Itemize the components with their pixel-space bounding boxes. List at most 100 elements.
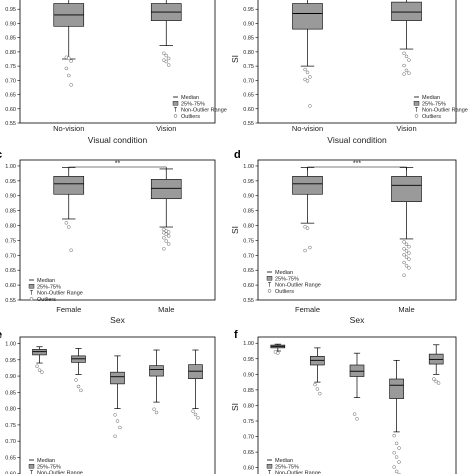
outlier-point [166, 234, 171, 238]
outlier-point [64, 221, 69, 225]
y-tick-label: 0.95 [5, 7, 16, 13]
legend-iqr-swatch [266, 276, 273, 281]
y-tick-label: 0.95 [5, 358, 16, 364]
x-category-label: Female [295, 305, 320, 314]
y-tick-label: 0.65 [5, 93, 16, 99]
outlier-point [308, 245, 312, 250]
iqr-box [349, 364, 365, 377]
y-tick-label: 0.70 [5, 253, 16, 259]
legend-label-outliers: Outliers [422, 114, 441, 120]
outlier-point [434, 379, 438, 384]
outlier-point [404, 255, 409, 259]
outlier-point [69, 248, 73, 253]
outlier-point [69, 83, 73, 87]
panel-f: 0.60 0.65 0.70 0.75 0.80 0.85 0.90 0.95 1.00 SI f M… [230, 329, 457, 474]
y-tick-label: 0.85 [5, 36, 16, 42]
panel-c: 0.55 0.60 0.65 0.70 0.75 0.80 0.85 0.90 0.95 1.00… [0, 149, 216, 325]
box-3 [389, 359, 404, 474]
box-1 [150, 0, 182, 67]
panel-letter: c [0, 149, 2, 161]
iqr-box [391, 1, 422, 21]
x-category-label: Female [56, 305, 81, 314]
y-tick-label: 1.00 [243, 164, 254, 170]
box-2 [349, 352, 365, 421]
outlier-point [392, 433, 396, 438]
legend-label-range: Non-Outlier Range [275, 471, 321, 474]
box-1 [150, 168, 182, 251]
plot-frame [19, 0, 216, 124]
box-0 [270, 343, 286, 355]
outlier-point [164, 53, 168, 58]
box-4 [188, 349, 203, 420]
y-tick-label: 0.95 [243, 7, 254, 13]
legend-label-range: Non-Outlier Range [275, 283, 321, 289]
outlier-point [162, 235, 166, 240]
outlier-point [69, 59, 73, 63]
legend-label-median: Median [37, 458, 55, 464]
box-3 [149, 349, 164, 415]
outlier-point [154, 410, 159, 415]
outlier-point [402, 260, 406, 265]
legend-iqr-swatch [28, 284, 35, 289]
legend-outlier-swatch [414, 114, 419, 118]
legend-label-range: Non-Outlier Range [37, 291, 83, 297]
legend-outlier-swatch [267, 289, 272, 293]
y-tick-label: 0.95 [243, 357, 254, 363]
x-category-label: Vision [396, 124, 416, 133]
legend-label-iqr: 25%-75% [275, 464, 299, 470]
legend-label-iqr: 25%-75% [37, 464, 61, 470]
y-tick-label: 1.00 [5, 342, 16, 348]
x-axis-title: Visual condition [327, 135, 387, 145]
legend-iqr-swatch [28, 464, 35, 469]
y-tick-label: 0.55 [243, 298, 254, 304]
y-tick-label: 0.80 [5, 407, 16, 413]
x-category-label: No-vision [53, 124, 84, 133]
outlier-point [67, 73, 71, 78]
legend-label-outliers: Outliers [37, 297, 56, 303]
y-tick-label: 0.55 [5, 298, 16, 304]
outlier-point [404, 54, 409, 59]
panel-letter: e [0, 329, 2, 341]
panel-letter: d [234, 149, 241, 161]
outlier-point [305, 70, 310, 75]
y-tick-label: 0.70 [5, 439, 16, 445]
outlier-point [303, 67, 307, 72]
legend-label-range: Non-Outlier Range [422, 108, 468, 114]
box-4 [428, 344, 444, 385]
legend-label-median: Median [37, 278, 55, 284]
box-0 [292, 0, 323, 108]
x-axis-title: Sex [110, 315, 125, 325]
x-category-label: Male [398, 305, 414, 314]
y-tick-label: 0.55 [243, 121, 254, 127]
y-tick-label: 0.65 [243, 450, 254, 456]
outlier-point [315, 387, 320, 391]
outlier-point [407, 266, 411, 270]
outlier-point [404, 249, 409, 253]
y-tick-label: 0.80 [243, 403, 254, 409]
outlier-point [79, 388, 83, 393]
outlier-point [394, 469, 399, 474]
y-tick-label: 0.85 [5, 390, 16, 396]
y-tick-label: 0.75 [243, 419, 254, 425]
outlier-point [407, 58, 411, 62]
outlier-point [404, 68, 409, 73]
outlier-point [407, 251, 411, 255]
y-tick-label: 0.90 [5, 21, 16, 27]
y-tick-label: 0.60 [5, 472, 16, 474]
legend-label-iqr: 25%-75% [181, 101, 205, 107]
y-axis-title: II [0, 57, 2, 62]
y-axis-title: SI [230, 55, 240, 63]
y-tick-label: 0.85 [243, 209, 254, 215]
y-tick-label: 0.70 [243, 253, 254, 259]
panel-a: 0.55 0.60 0.65 0.70 0.75 0.80 0.85 0.90 0.95 II No… [0, 0, 227, 145]
y-tick-label: 0.90 [243, 372, 254, 378]
box-1 [71, 348, 86, 393]
outlier-point [164, 59, 168, 64]
outlier-point [436, 381, 441, 385]
iqr-box [53, 176, 85, 195]
iqr-box [292, 176, 323, 195]
y-tick-label: 0.90 [243, 21, 254, 27]
outlier-point [40, 370, 44, 374]
outlier-point [308, 75, 312, 79]
